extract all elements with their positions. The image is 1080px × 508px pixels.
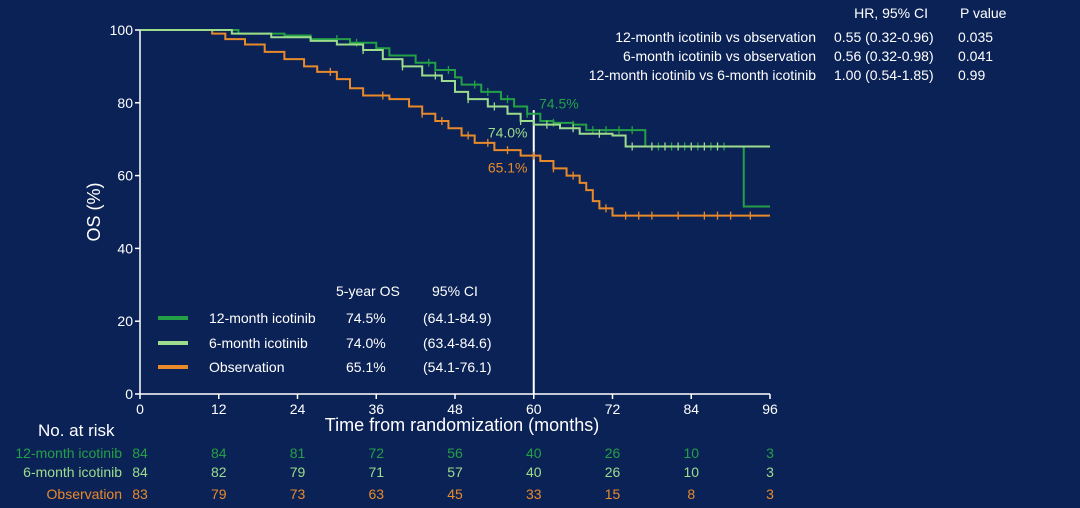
legend-os-observation: 65.1% — [346, 359, 386, 375]
risk-value: 63 — [368, 486, 384, 502]
x-tick-label: 84 — [683, 401, 699, 417]
annotation-label: 74.0% — [488, 124, 528, 140]
comparison-table: HR, 95% CI P value 12-month icotinib vs … — [589, 5, 1007, 83]
legend-label-12-month: 12-month icotinib — [209, 310, 316, 326]
comparison-label-0: 12-month icotinib vs observation — [615, 29, 816, 45]
y-axis-title: OS (%) — [84, 182, 104, 241]
comparison-hr-1: 0.56 (0.32-0.98) — [834, 48, 934, 64]
comparison-label-2: 12-month icotinib vs 6-month icotinib — [589, 67, 816, 83]
plot-area: 0 20 40 60 80 100 0 12 24 36 48 60 72 84 96 74.5% 74.0% 6… — [110, 22, 778, 417]
legend-os-6-month: 74.0% — [346, 335, 386, 351]
risk-value: 15 — [605, 486, 621, 502]
risk-table: 12-month icotinib 84 84 81 72 56 40 26 10 3 6-mont… — [15, 445, 774, 502]
x-tick-label: 96 — [762, 401, 778, 417]
annotation-label: 74.5% — [539, 95, 579, 111]
km-curve-observation — [140, 29, 770, 217]
risk-value: 8 — [687, 486, 695, 502]
legend-label-observation: Observation — [209, 359, 284, 375]
x-tick-label: 0 — [136, 401, 144, 417]
risk-value: 33 — [526, 486, 542, 502]
p-value-header: P value — [960, 5, 1007, 21]
risk-value: 79 — [211, 486, 227, 502]
legend-os-12-month: 74.5% — [346, 310, 386, 326]
y-tick-label: 60 — [117, 168, 133, 184]
risk-value: 82 — [211, 464, 227, 480]
comparison-p-1: 0.041 — [958, 48, 993, 64]
risk-value: 81 — [290, 445, 306, 461]
risk-value: 73 — [290, 486, 306, 502]
comparison-hr-2: 1.00 (0.54-1.85) — [834, 67, 934, 83]
risk-value: 3 — [766, 486, 774, 502]
risk-value: 10 — [683, 445, 699, 461]
risk-value: 79 — [290, 464, 306, 480]
y-tick-label: 20 — [117, 313, 133, 329]
legend-label-6-month: 6-month icotinib — [209, 335, 308, 351]
y-tick-label: 80 — [117, 95, 133, 111]
legend-header-os: 5-year OS — [336, 283, 400, 299]
risk-value: 26 — [605, 445, 621, 461]
risk-value: 56 — [447, 445, 463, 461]
x-tick-label: 36 — [368, 401, 384, 417]
risk-value: 3 — [766, 464, 774, 480]
risk-value: 72 — [368, 445, 384, 461]
risk-value: 3 — [766, 445, 774, 461]
legend: 5-year OS 95% CI 12-month icotinib 74.5%… — [158, 283, 491, 375]
risk-value: 71 — [368, 464, 384, 480]
risk-value: 84 — [132, 445, 148, 461]
x-tick-label: 72 — [605, 401, 621, 417]
annotation-label: 65.1% — [488, 160, 528, 176]
comparison-p-2: 0.99 — [958, 67, 985, 83]
y-tick-label: 100 — [110, 22, 134, 38]
x-axis-title: Time from randomization (months) — [325, 415, 599, 435]
legend-ci-observation: (54.1-76.1) — [423, 359, 491, 375]
risk-value: 84 — [211, 445, 227, 461]
risk-value: 83 — [132, 486, 148, 502]
km-curve-12-month-icotinib — [140, 29, 770, 208]
legend-header-ci: 95% CI — [432, 283, 478, 299]
risk-row-label-12-month-icotinib: 12-month icotinib — [15, 445, 122, 461]
x-tick-label: 24 — [290, 401, 306, 417]
risk-value: 57 — [447, 464, 463, 480]
y-tick-label: 0 — [125, 386, 133, 402]
risk-value: 40 — [526, 445, 542, 461]
legend-ci-12-month: (64.1-84.9) — [423, 310, 491, 326]
risk-table-title: No. at risk — [38, 421, 115, 440]
km-curve-6-month-icotinib — [140, 29, 770, 148]
risk-value: 10 — [683, 464, 699, 480]
x-tick-label: 12 — [211, 401, 227, 417]
risk-row-label-observation: Observation — [47, 486, 122, 502]
comparison-p-0: 0.035 — [958, 29, 993, 45]
risk-value: 45 — [447, 486, 463, 502]
y-tick-label: 40 — [117, 240, 133, 256]
risk-value: 40 — [526, 464, 542, 480]
risk-value: 26 — [605, 464, 621, 480]
legend-ci-6-month: (63.4-84.6) — [423, 335, 491, 351]
x-tick-label: 48 — [447, 401, 463, 417]
comparison-hr-0: 0.55 (0.32-0.96) — [834, 29, 934, 45]
risk-value: 84 — [132, 464, 148, 480]
x-tick-label: 60 — [526, 401, 542, 417]
hr-header: HR, 95% CI — [854, 5, 928, 21]
risk-row-label-6-month-icotinib: 6-month icotinib — [23, 464, 122, 480]
comparison-label-1: 6-month icotinib vs observation — [623, 48, 816, 64]
